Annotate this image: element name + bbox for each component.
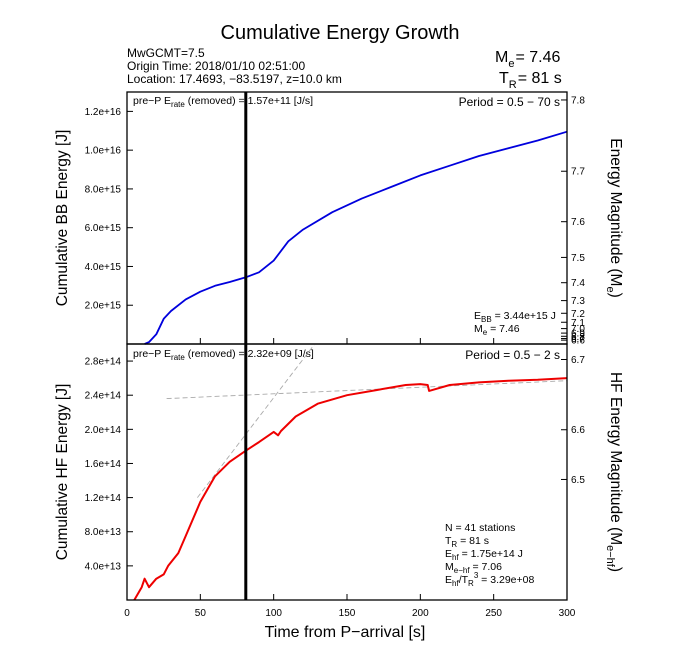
hf-energy-plot-area	[133, 343, 568, 601]
hf-y-tick-label: 4.0e+13	[85, 561, 122, 572]
hf-fit-line-growth	[197, 343, 316, 498]
hf-energy-note: Ehf = 1.75e+14 J	[445, 548, 523, 562]
header-tr: TR= 81 s	[499, 70, 562, 91]
bb-mag-tick-label: 7.5	[571, 253, 585, 264]
bb-mag-tick-label: 7.8	[571, 95, 585, 106]
hf-y-tick-label: 2.0e+14	[85, 425, 122, 436]
bb-prep-rate-note: pre−P Erate (removed) = 1.57e+11 [J/s]	[133, 95, 313, 109]
event-magnitude: MwGCMT=7.5	[127, 46, 205, 60]
hf-prep-rate-note: pre−P Erate (removed) = 2.32e+09 [J/s]	[133, 348, 314, 362]
hf-tr-note: TR = 81 s	[445, 535, 489, 549]
bb-mag-tick-label: 6.8	[571, 332, 585, 343]
bb-y-tick-label: 1.0e+16	[85, 146, 122, 157]
hf-mag-tick-label: 6.6	[571, 425, 585, 436]
bb-y-tick-label: 8.0e+15	[85, 184, 122, 195]
hf-y-tick-label: 1.2e+14	[85, 493, 122, 504]
bb-me-note: Me = 7.46	[474, 323, 520, 337]
bb-y-tick-label: 6.0e+15	[85, 223, 122, 234]
x-tick-label: 50	[195, 608, 207, 619]
hf-y-axis-ticks: 4.0e+13 8.0e+13 1.2e+14 1.6e+14 2.0e+14 2.4e+…	[85, 357, 133, 572]
x-axis-ticks: 0 50 100 150 200 250 300	[124, 338, 576, 619]
hf-mag-tick-label: 6.7	[571, 355, 585, 366]
header-me: Me= 7.46	[495, 49, 560, 70]
bb-y-tick-label: 2.0e+15	[85, 301, 122, 312]
bb-y-tick-label: 4.0e+15	[85, 262, 122, 273]
x-tick-label: 100	[265, 608, 282, 619]
bb-magnitude-axis-label: Energy Magnitude (Me)	[604, 138, 624, 297]
x-axis-label: Time from P−arrival [s]	[265, 624, 426, 641]
hf-magnitude-axis-label: HF Energy Magnitude (Me−hf)	[604, 372, 624, 572]
bb-y-axis-label: Cumulative BB Energy [J]	[54, 130, 71, 307]
hf-y-tick-label: 8.0e+13	[85, 527, 122, 538]
hf-ratio-note: Ehf/TR3 = 3.29e+08	[445, 571, 534, 588]
hf-y-axis-label: Cumulative HF Energy [J]	[54, 384, 71, 561]
bb-energy-plot-area	[144, 130, 568, 345]
bb-mag-tick-label: 7.7	[571, 167, 585, 178]
bb-period-label: Period = 0.5 − 70 s	[459, 95, 560, 109]
hf-station-count: N = 41 stations	[445, 522, 515, 534]
hf-me-note: Me−hf = 7.06	[445, 561, 502, 575]
bb-mag-tick-label: 7.1	[571, 318, 585, 329]
hf-energy-panel: 4.0e+13 8.0e+13 1.2e+14 1.6e+14 2.0e+14 2.4e+…	[54, 343, 624, 601]
event-location: Location: 17.4693, −83.5197, z=10.0 km	[127, 72, 342, 86]
hf-energy-line	[133, 377, 568, 601]
figure-title: Cumulative Energy Growth	[221, 22, 460, 44]
x-tick-label: 150	[339, 608, 356, 619]
bb-mag-tick-label: 7.6	[571, 217, 585, 228]
bb-energy-panel: 2.0e+15 4.0e+15 6.0e+15 8.0e+15 1.0e+16 1.2e+…	[54, 91, 624, 347]
hf-y-tick-label: 1.6e+14	[85, 459, 122, 470]
bb-mag-tick-label: 7.0	[571, 324, 585, 335]
bb-mag-tick-label: 7.3	[571, 296, 585, 307]
bb-y-axis-ticks: 2.0e+15 4.0e+15 6.0e+15 8.0e+15 1.0e+16 1.2e+…	[85, 107, 133, 312]
bb-mag-tick-label: 6.7	[571, 334, 585, 345]
x-tick-label: 200	[412, 608, 429, 619]
bb-energy-line	[144, 130, 568, 345]
x-tick-label: 0	[124, 608, 130, 619]
bb-mag-tick-label: 6.6	[571, 336, 585, 347]
bb-y-tick-label: 1.2e+16	[85, 107, 122, 118]
bb-panel-frame	[126, 91, 568, 345]
bb-magnitude-axis-ticks: 6.66.76.86.97.07.17.2 7.3 7.4 7.5 7.6 7.7 7.8	[561, 95, 585, 347]
hf-y-tick-label: 2.8e+14	[85, 357, 122, 368]
hf-y-tick-label: 2.4e+14	[85, 391, 122, 402]
bb-mag-tick-label: 7.4	[571, 278, 585, 289]
hf-mag-tick-label: 6.5	[571, 475, 585, 486]
bb-mag-tick-label: 7.2	[571, 309, 585, 320]
hf-fit-line-plateau	[166, 380, 568, 400]
bb-mag-tick-label: 6.9	[571, 329, 585, 340]
origin-time: Origin Time: 2018/01/10 02:51:00	[127, 59, 305, 73]
x-tick-label: 250	[485, 608, 502, 619]
bb-energy-note: EBB = 3.44e+15 J	[474, 310, 556, 324]
hf-period-label: Period = 0.5 − 2 s	[465, 348, 560, 362]
hf-magnitude-axis-ticks: 6.5 6.6 6.7	[561, 355, 585, 486]
x-tick-label: 300	[559, 608, 576, 619]
